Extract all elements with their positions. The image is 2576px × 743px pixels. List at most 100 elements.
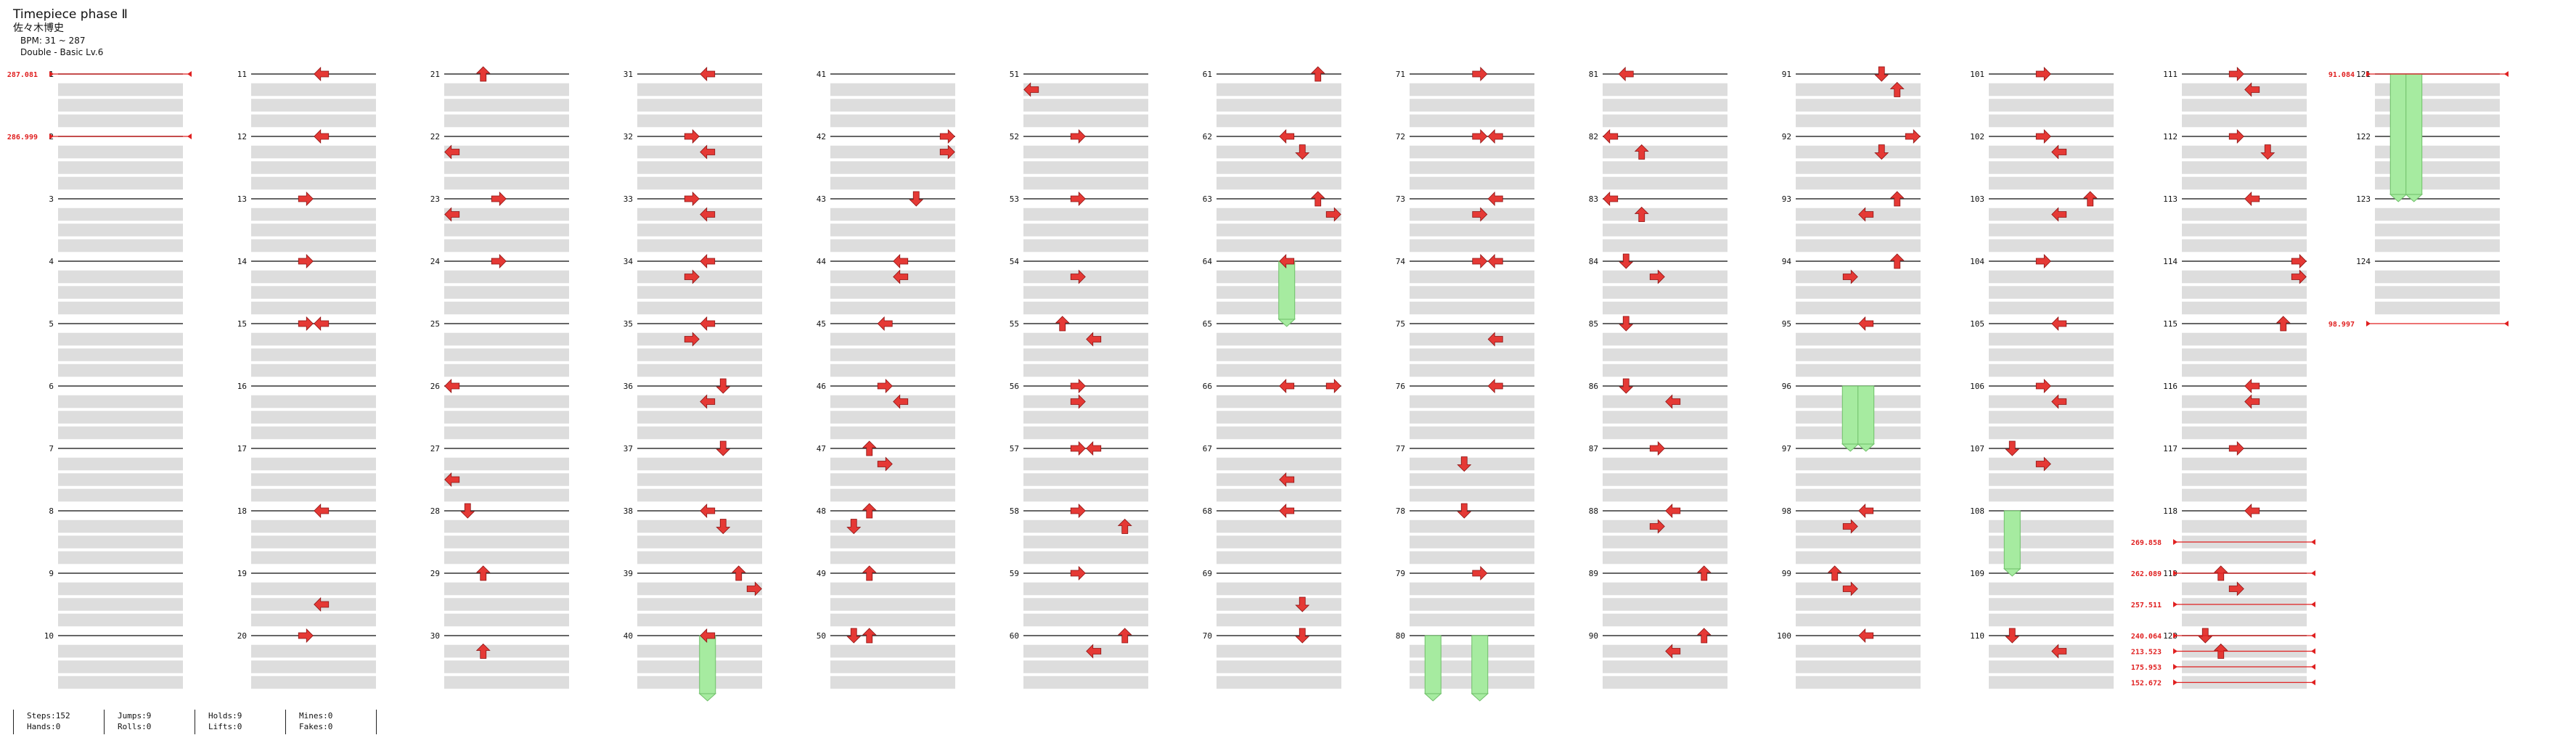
measure-number: 45 <box>817 319 826 329</box>
beat-shading <box>1410 426 1534 440</box>
measure-number: 47 <box>817 444 826 453</box>
beat-shading <box>1217 613 1341 627</box>
beat-shading <box>1023 676 1148 689</box>
bpm-marker-tick <box>49 71 54 77</box>
measure-number: 6 <box>49 382 54 391</box>
beat-shading <box>251 223 376 237</box>
arrow-right <box>1472 254 1488 268</box>
stats-bar: Steps:152 Hands:0 Jumps:9 Rolls:0 Holds:… <box>13 710 377 734</box>
arrow-down <box>846 519 862 535</box>
beat-shading <box>1796 364 1921 377</box>
beat-shading <box>1603 301 1727 315</box>
bpm-marker-tick <box>2173 570 2178 576</box>
beat-shading <box>1217 395 1341 409</box>
beat-shading <box>1410 239 1534 253</box>
beat-shading <box>444 660 569 673</box>
measure-number: 7 <box>49 444 54 453</box>
beat-shading <box>1023 364 1148 377</box>
measure-number: 69 <box>1203 569 1212 578</box>
beat-shading <box>1217 660 1341 673</box>
beat-shading <box>1796 301 1921 315</box>
measure-number: 115 <box>2163 319 2178 329</box>
arrow-left <box>1603 192 1619 206</box>
beat-shading <box>2375 223 2500 237</box>
stat-hands: Hands:0 <box>27 722 61 731</box>
measure-number: 54 <box>1010 257 1020 266</box>
arrow-left <box>1665 504 1681 518</box>
measure-number: 55 <box>1010 319 1019 329</box>
beat-shading <box>1989 99 2114 112</box>
beat-shading <box>830 239 955 253</box>
arrow-right <box>1070 269 1086 284</box>
measure-number: 92 <box>1782 132 1791 141</box>
stats-group-holds: Holds:9 Lifts:0 <box>195 710 285 734</box>
beat-shading <box>637 286 762 299</box>
measure-number: 105 <box>1970 319 1984 329</box>
beat-shading <box>637 301 762 315</box>
beat-shading <box>58 270 183 284</box>
beat-shading <box>251 208 376 221</box>
beat-shading <box>2182 348 2307 361</box>
beat-shading <box>1989 239 2114 253</box>
beat-shading <box>444 582 569 596</box>
measure-number: 28 <box>430 506 440 516</box>
bpm-marker-tick <box>2311 679 2315 686</box>
beat-shading <box>637 348 762 361</box>
beat-shading <box>1410 99 1534 112</box>
hold-body <box>1424 635 1442 694</box>
beat-shading <box>1217 598 1341 611</box>
beat-shading <box>1603 411 1727 424</box>
beat-shading <box>1217 114 1341 128</box>
arrow-right <box>1070 566 1086 580</box>
beat-shading <box>1023 411 1148 424</box>
arrow-left <box>1487 254 1503 268</box>
beat-shading <box>1410 520 1534 533</box>
beat-shading <box>1217 161 1341 174</box>
arrow-right <box>1905 129 1921 144</box>
song-header: Timepiece phase Ⅱ 佐々木博史 BPM: 31 ~ 287 Do… <box>13 7 128 58</box>
beat-shading <box>444 457 569 471</box>
measure-number: 35 <box>623 319 633 329</box>
beat-shading <box>444 161 569 174</box>
beat-shading <box>444 676 569 689</box>
bpm-marker-tick <box>2173 602 2178 607</box>
measure-number: 29 <box>430 569 440 578</box>
beat-shading <box>637 270 762 284</box>
arrow-up <box>2082 191 2098 207</box>
hold-tail <box>2389 194 2408 202</box>
beat-shading <box>2182 364 2307 377</box>
beat-shading <box>1603 99 1727 112</box>
measure-number: 102 <box>1970 132 1984 141</box>
beat-shading <box>1796 114 1921 128</box>
beat-shading <box>58 145 183 159</box>
arrow-down <box>1295 144 1310 160</box>
arrow-up <box>1827 565 1842 581</box>
beat-shading <box>830 395 955 409</box>
beat-shading <box>1989 208 2114 221</box>
beat-shading <box>251 582 376 596</box>
arrow-right <box>684 129 700 144</box>
beat-shading <box>1217 411 1341 424</box>
bpm-marker-tick <box>2311 664 2315 670</box>
beat-shading <box>58 582 183 596</box>
beat-shading <box>58 161 183 174</box>
beat-shading <box>1603 145 1727 159</box>
song-artist: 佐々木博史 <box>13 22 64 34</box>
beat-shading <box>444 364 569 377</box>
arrow-right <box>877 379 893 393</box>
beat-shading <box>1217 488 1341 502</box>
beat-shading <box>251 535 376 549</box>
arrow-up <box>1889 81 1905 97</box>
beat-shading <box>2375 270 2500 284</box>
beat-shading <box>1989 660 2114 673</box>
arrow-right <box>1472 566 1488 580</box>
measure-number: 86 <box>1589 382 1598 391</box>
arrow-right <box>2228 581 2244 596</box>
beat-shading <box>1023 286 1148 299</box>
measure-number: 75 <box>1396 319 1405 329</box>
measure-number: 23 <box>430 194 440 204</box>
beat-shading <box>1603 660 1727 673</box>
beat-shading <box>1217 457 1341 471</box>
arrow-left <box>1279 504 1295 518</box>
hold-tail <box>698 693 717 702</box>
